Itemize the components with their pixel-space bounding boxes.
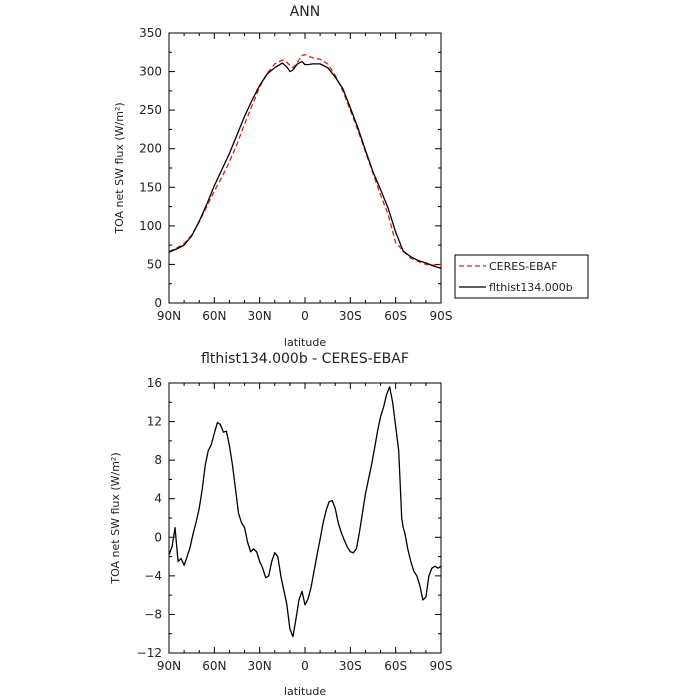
bottom-panel: flthist134.000b - CERES-EBAF 90N 60N 30N 0 3… [109,351,452,698]
top-y-tick-label: 200 [139,142,162,156]
top-plot-frame [168,32,442,304]
legend-label-ceres: CERES-EBAF [489,260,558,273]
top-series-line-ceres-ebaf [168,53,442,266]
top-y-tick-label: 150 [139,180,162,194]
bottom-y-tick-label: 4 [154,492,162,506]
top-tick-labels: 90N 60N 30N 0 30S 60S 90S 0 50 100 150 200 250 300 350 [139,26,452,323]
bottom-y-tick-label: 16 [147,376,162,390]
legend-label-model: flthist134.000b [489,281,573,294]
bottom-y-tick-label: 12 [147,415,162,429]
bottom-ticks [168,382,442,654]
top-x-tick-label: 60N [202,309,226,323]
top-x-tick-label: 60S [384,309,407,323]
bottom-x-tick-label: 60N [202,659,226,673]
bottom-y-axis-label: TOA net SW flux (W/m²) [109,452,122,584]
bottom-x-tick-label: 30S [339,659,362,673]
top-series-lines [168,53,442,269]
legend-box [454,254,589,299]
top-y-tick-label: 350 [139,26,162,40]
bottom-tick-labels: 90N 60N 30N 0 30S 60S 90S −12 −8 −4 0 4 8 12 16 [137,376,453,673]
top-y-tick-label: 300 [139,65,162,79]
top-panel: ANN 90N 60N 30N 0 30S 60S 90S 0 50 100 150 200 250 30… [113,4,452,349]
bottom-y-tick-label: −4 [144,569,162,583]
bottom-x-tick-label: 30N [248,659,272,673]
top-x-tick-label: 90N [157,309,181,323]
top-x-tick-label: 90S [430,309,453,323]
top-ticks [168,32,442,304]
bottom-series-lines [168,386,442,638]
bottom-y-tick-label: −8 [144,607,162,621]
top-x-axis-label: latitude [284,336,326,349]
legend: CERES-EBAF flthist134.000b [454,254,589,299]
bottom-plot-frame [168,382,442,654]
bottom-y-tick-label: −12 [137,646,162,660]
bottom-x-axis-label: latitude [284,685,326,698]
bottom-y-tick-label: 8 [154,453,162,467]
top-y-axis-label: TOA net SW flux (W/m²) [113,102,126,234]
top-x-tick-label: 0 [301,309,309,323]
bottom-x-tick-label: 90S [430,659,453,673]
bottom-x-tick-label: 90N [157,659,181,673]
top-y-tick-label: 0 [154,296,162,310]
bottom-panel-title: flthist134.000b - CERES-EBAF [201,351,409,367]
top-x-tick-label: 30N [248,309,272,323]
bottom-x-tick-label: 0 [301,659,309,673]
bottom-x-tick-label: 60S [384,659,407,673]
bottom-series-line-0 [168,386,442,638]
top-panel-title: ANN [290,4,321,20]
top-x-tick-label: 30S [339,309,362,323]
top-y-tick-label: 50 [147,257,162,271]
top-y-tick-label: 250 [139,103,162,117]
top-y-tick-label: 100 [139,219,162,233]
top-series-line-flthist134-000b [168,60,442,269]
bottom-y-tick-label: 0 [154,530,162,544]
